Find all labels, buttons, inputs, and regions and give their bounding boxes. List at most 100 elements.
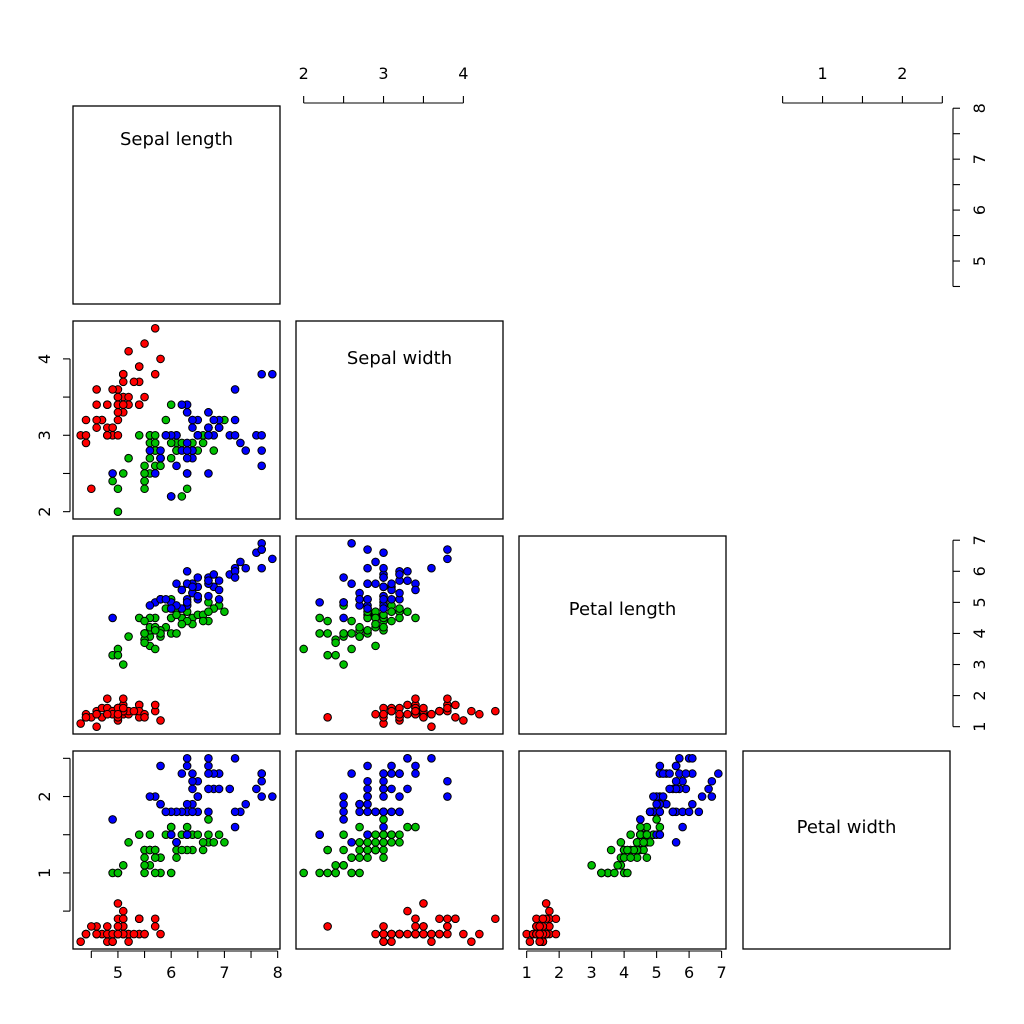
data-point-virginica xyxy=(443,792,452,801)
data-point-versicolor xyxy=(166,868,176,878)
data-point-setosa xyxy=(371,929,380,939)
data-point-virginica xyxy=(688,754,697,763)
data-point-versicolor xyxy=(124,838,133,847)
tick-label: 7 xyxy=(970,535,989,545)
data-point-versicolor xyxy=(626,853,635,862)
data-point-setosa xyxy=(156,354,165,364)
data-point-versicolor xyxy=(140,469,149,478)
data-point-setosa xyxy=(118,377,128,387)
data-point-setosa xyxy=(427,937,436,946)
data-point-versicolor xyxy=(597,868,606,878)
tick-label: 2 xyxy=(35,507,54,517)
data-point-virginica xyxy=(688,799,697,809)
data-point-virginica xyxy=(387,579,396,589)
data-point-versicolor xyxy=(166,453,176,463)
data-point-virginica xyxy=(347,539,356,548)
panel-box xyxy=(742,750,951,950)
tick-label: 8 xyxy=(970,103,989,113)
data-point-versicolor xyxy=(172,610,181,620)
data-point-setosa xyxy=(379,709,388,719)
tick-label: 4 xyxy=(35,354,54,364)
data-point-virginica xyxy=(257,446,266,455)
data-point-virginica xyxy=(379,582,388,592)
tick-label: 2 xyxy=(897,64,907,83)
data-point-versicolor xyxy=(379,838,388,847)
data-point-versicolor xyxy=(204,607,213,616)
data-point-setosa xyxy=(92,709,101,719)
data-point-virginica xyxy=(379,769,388,778)
data-point-versicolor xyxy=(182,822,192,832)
data-point-versicolor xyxy=(403,607,412,616)
data-point-setosa xyxy=(81,713,91,722)
variable-label: Sepal length xyxy=(120,129,233,150)
data-point-virginica xyxy=(257,769,266,778)
data-point-virginica xyxy=(204,754,213,763)
data-point-versicolor xyxy=(156,461,165,471)
data-point-setosa xyxy=(108,385,117,394)
data-point-virginica xyxy=(257,369,266,379)
data-point-versicolor xyxy=(166,438,176,448)
data-point-virginica xyxy=(379,604,388,613)
data-point-setosa xyxy=(403,709,412,719)
data-point-versicolor xyxy=(323,868,332,878)
data-point-virginica xyxy=(355,594,364,604)
data-point-versicolor xyxy=(379,830,388,840)
data-point-virginica xyxy=(655,807,665,817)
data-point-virginica xyxy=(182,799,192,809)
data-point-setosa xyxy=(427,709,436,719)
data-point-versicolor xyxy=(363,853,372,862)
data-point-versicolor xyxy=(347,644,356,654)
data-point-virginica xyxy=(188,423,197,432)
data-point-setosa xyxy=(443,929,452,939)
data-point-virginica xyxy=(339,613,348,623)
data-point-versicolor xyxy=(655,822,665,832)
data-point-setosa xyxy=(451,713,460,722)
data-point-versicolor xyxy=(150,845,160,855)
data-point-virginica xyxy=(379,563,388,573)
data-point-versicolor xyxy=(636,822,645,832)
data-point-virginica xyxy=(339,807,348,817)
data-point-versicolor xyxy=(161,415,171,425)
data-point-setosa xyxy=(551,929,561,939)
data-point-virginica xyxy=(156,761,165,771)
data-point-setosa xyxy=(467,937,476,946)
data-point-versicolor xyxy=(371,845,380,855)
data-point-virginica xyxy=(395,807,404,817)
data-point-virginica xyxy=(204,469,213,478)
data-point-setosa xyxy=(102,922,112,931)
data-point-virginica xyxy=(182,438,192,448)
data-point-versicolor xyxy=(315,613,324,623)
data-point-virginica xyxy=(355,807,364,817)
data-point-versicolor xyxy=(379,622,388,632)
data-point-versicolor xyxy=(193,830,203,840)
data-point-virginica xyxy=(182,566,192,576)
data-point-virginica xyxy=(257,545,266,554)
panel-box xyxy=(295,750,504,950)
data-point-versicolor xyxy=(331,868,340,878)
tick-label: 6 xyxy=(970,205,989,215)
data-point-virginica xyxy=(681,769,691,778)
data-point-virginica xyxy=(363,604,372,613)
data-point-setosa xyxy=(76,937,85,946)
data-point-virginica xyxy=(204,761,213,771)
data-point-virginica xyxy=(177,585,187,595)
data-point-virginica xyxy=(193,792,203,801)
data-point-virginica xyxy=(387,807,396,817)
data-point-setosa xyxy=(443,922,452,931)
data-point-setosa xyxy=(140,339,149,348)
data-point-versicolor xyxy=(113,507,123,516)
data-point-virginica xyxy=(671,761,681,771)
data-point-setosa xyxy=(129,929,139,939)
data-point-setosa xyxy=(419,713,428,722)
data-point-versicolor xyxy=(124,453,133,463)
data-point-virginica xyxy=(315,830,324,840)
data-point-versicolor xyxy=(214,830,224,840)
data-point-virginica xyxy=(257,430,266,440)
data-point-versicolor xyxy=(140,484,149,494)
data-point-virginica xyxy=(347,769,356,778)
data-point-virginica xyxy=(707,776,717,786)
data-point-virginica xyxy=(363,792,372,801)
data-point-virginica xyxy=(252,784,261,794)
data-point-virginica xyxy=(161,594,171,604)
